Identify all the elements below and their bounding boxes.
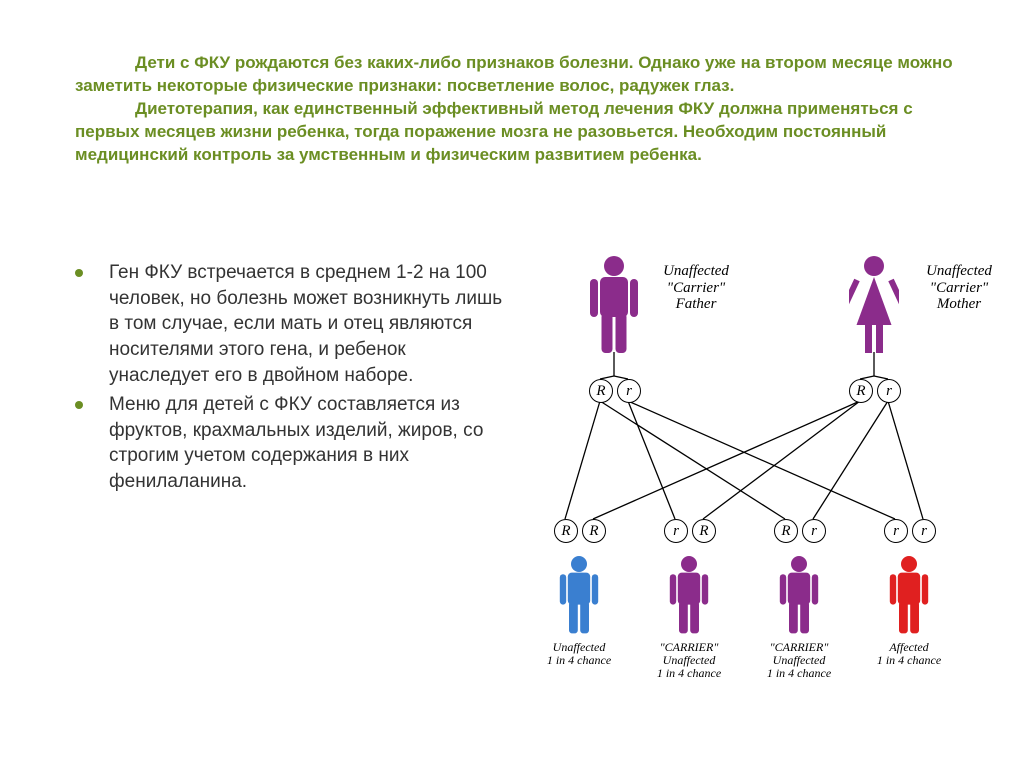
- child-label: Affected1 in 4 chance: [859, 641, 959, 667]
- mother-figure: [849, 255, 899, 360]
- header-paragraph: Дети с ФКУ рождаются без каких-либо приз…: [75, 52, 964, 167]
- header-para-1: Дети с ФКУ рождаются без каких-либо приз…: [75, 53, 953, 95]
- child-figure: [559, 555, 599, 640]
- header-para-2: Диетотерапия, как единственный эффективн…: [75, 98, 964, 167]
- allele-circle: R: [774, 519, 798, 543]
- allele-circle: R: [554, 519, 578, 543]
- inheritance-diagram: Unaffected"Carrier"FatherRr Unaffected"C…: [519, 255, 969, 735]
- child-figure: [889, 555, 929, 640]
- parent-label: Unaffected"Carrier"Mother: [909, 263, 1009, 313]
- bullet-text: Меню для детей с ФКУ составляется из фру…: [109, 392, 505, 495]
- allele-circle: R: [589, 379, 613, 403]
- child-figure: [669, 555, 709, 640]
- child-label: "CARRIER"Unaffected1 in 4 chance: [639, 641, 739, 681]
- bullet-icon: [75, 401, 83, 409]
- allele-circle: r: [884, 519, 908, 543]
- father-figure: [589, 255, 639, 360]
- list-item: Ген ФКУ встречается в среднем 1-2 на 100…: [75, 260, 505, 388]
- list-item: Меню для детей с ФКУ составляется из фру…: [75, 392, 505, 495]
- allele-circle: r: [912, 519, 936, 543]
- allele-circle: R: [849, 379, 873, 403]
- child-label: Unaffected1 in 4 chance: [529, 641, 629, 667]
- allele-circle: r: [664, 519, 688, 543]
- allele-circle: R: [582, 519, 606, 543]
- bullet-text: Ген ФКУ встречается в среднем 1-2 на 100…: [109, 260, 505, 388]
- allele-circle: r: [617, 379, 641, 403]
- allele-circle: r: [877, 379, 901, 403]
- child-label: "CARRIER"Unaffected1 in 4 chance: [749, 641, 849, 681]
- bullet-icon: [75, 269, 83, 277]
- allele-circle: R: [692, 519, 716, 543]
- allele-circle: r: [802, 519, 826, 543]
- child-figure: [779, 555, 819, 640]
- parent-label: Unaffected"Carrier"Father: [646, 263, 746, 313]
- bullet-list: Ген ФКУ встречается в среднем 1-2 на 100…: [75, 260, 505, 499]
